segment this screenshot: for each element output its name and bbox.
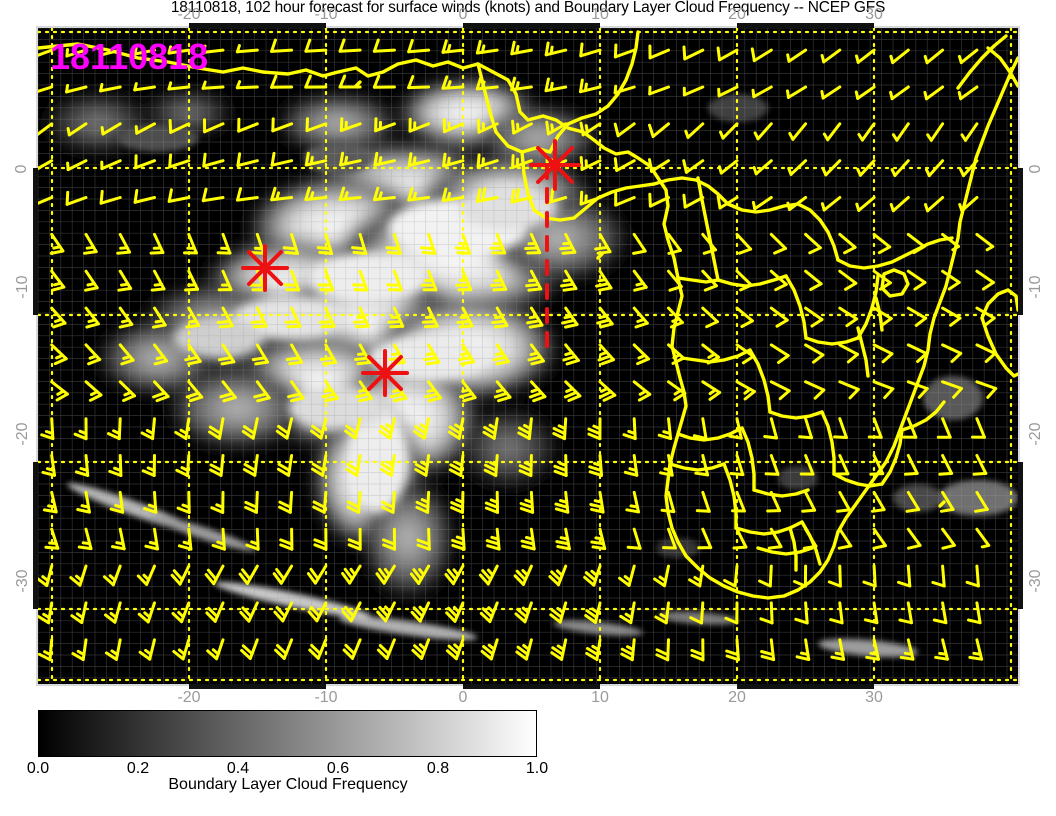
- x-tick-mark: [463, 684, 600, 689]
- x-tick-label-bottom: 30: [865, 689, 883, 706]
- y-tick-label-left: -30: [14, 569, 31, 593]
- y-tick-mark: [33, 462, 38, 609]
- coastlines-and-borders: [38, 30, 1018, 600]
- y-tick-label-right: -20: [1027, 422, 1044, 446]
- x-tick-label-top: 20: [728, 6, 746, 23]
- y-tick-mark: [33, 168, 38, 315]
- x-tick-label-top: -10: [314, 6, 338, 23]
- x-tick-label-top: 30: [865, 6, 883, 23]
- graticule: [38, 28, 1018, 684]
- x-tick-label-top: 10: [591, 6, 609, 23]
- x-tick-mark: [189, 23, 326, 28]
- y-tick-label-right: 0: [1027, 164, 1044, 174]
- date-stamp: 18110818: [50, 36, 209, 77]
- colorbar-tick-label: 0.0: [26, 760, 50, 777]
- y-tick-label-left: 0: [13, 164, 30, 174]
- x-tick-label-top: 0: [458, 6, 468, 23]
- y-tick-mark: [1018, 462, 1023, 609]
- wind-barbs: [38, 38, 998, 662]
- y-tick-label-left: -10: [14, 275, 31, 299]
- y-tick-label-right: -30: [1027, 569, 1044, 593]
- x-tick-label-bottom: -10: [314, 689, 338, 706]
- x-tick-label-bottom: 0: [458, 689, 468, 706]
- x-tick-label-bottom: 10: [591, 689, 609, 706]
- marker-asterisk-2: [241, 244, 289, 292]
- x-tick-label-bottom: -20: [177, 689, 201, 706]
- x-tick-label-top: -20: [177, 6, 201, 23]
- colorbar-tick-label: 0.2: [126, 760, 150, 777]
- marker-asterisk-3: [361, 349, 409, 397]
- x-tick-mark: [737, 684, 874, 689]
- y-tick-label-left: -20: [14, 422, 31, 446]
- colorbar-label: Boundary Layer Cloud Frequency: [168, 776, 408, 793]
- colorbar-tick-label: 0.4: [226, 760, 250, 777]
- colorbar: [38, 710, 537, 757]
- y-tick-mark: [1018, 168, 1023, 315]
- map-plot-area: 18110818: [38, 28, 1018, 684]
- marker-asterisk-1: [529, 139, 581, 191]
- page-title: 18110818, 102 hour forecast for surface …: [170, 0, 886, 16]
- colorbar-tick-label: 0.8: [426, 760, 450, 777]
- storm-markers: [241, 139, 581, 397]
- x-tick-mark: [737, 23, 874, 28]
- y-tick-label-right: -10: [1027, 275, 1044, 299]
- x-tick-mark: [463, 23, 600, 28]
- colorbar-tick-label: 1.0: [525, 760, 549, 777]
- x-tick-label-bottom: 20: [728, 689, 746, 706]
- colorbar-tick-label: 0.6: [326, 760, 350, 777]
- x-tick-mark: [189, 684, 326, 689]
